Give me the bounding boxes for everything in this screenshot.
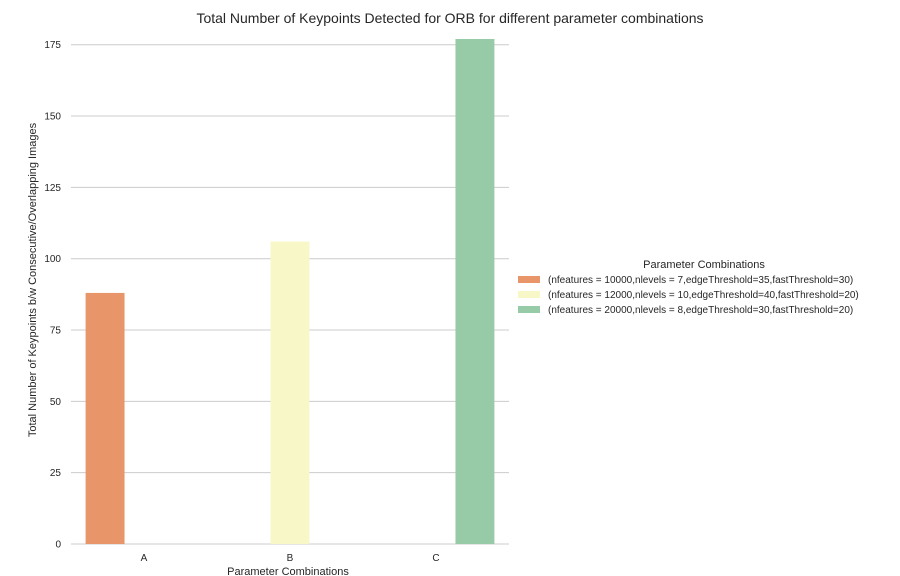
y-tick-label: 0 [55,540,61,551]
chart-title: Total Number of Keypoints Detected for O… [196,10,703,26]
y-tick-label: 25 [50,468,62,479]
bar-c [455,39,495,544]
y-tick-labels: 0 25 50 75 100 125 150 175 [44,40,61,550]
y-tick-label: 175 [44,40,61,51]
y-axis-label: Total Number of Keypoints b/w Consecutiv… [27,122,39,437]
x-tick-label: C [432,553,439,564]
y-tick-label: 75 [50,326,62,337]
legend-entry: (nfeatures = 20000,nlevels = 8,edgeThres… [548,305,853,316]
bars [85,39,495,544]
legend-swatch [518,276,540,283]
bar-a [85,292,125,544]
x-tick-label: A [141,553,148,564]
x-tick-labels: A B C [141,553,440,564]
x-tick-label: B [287,553,294,564]
legend-swatch [518,306,540,313]
bar-b [270,241,310,544]
legend-entry: (nfeatures = 12000,nlevels = 10,edgeThre… [548,290,859,301]
legend-swatch [518,291,540,298]
x-axis-label: Parameter Combinations [227,566,349,576]
y-tick-label: 125 [44,183,61,194]
y-tick-label: 150 [44,112,61,123]
legend: Parameter Combinations (nfeatures = 1000… [518,259,859,316]
legend-entry: (nfeatures = 10000,nlevels = 7,edgeThres… [548,275,853,286]
legend-title: Parameter Combinations [643,259,765,271]
y-tick-label: 100 [44,254,61,265]
y-tick-label: 50 [50,397,62,408]
